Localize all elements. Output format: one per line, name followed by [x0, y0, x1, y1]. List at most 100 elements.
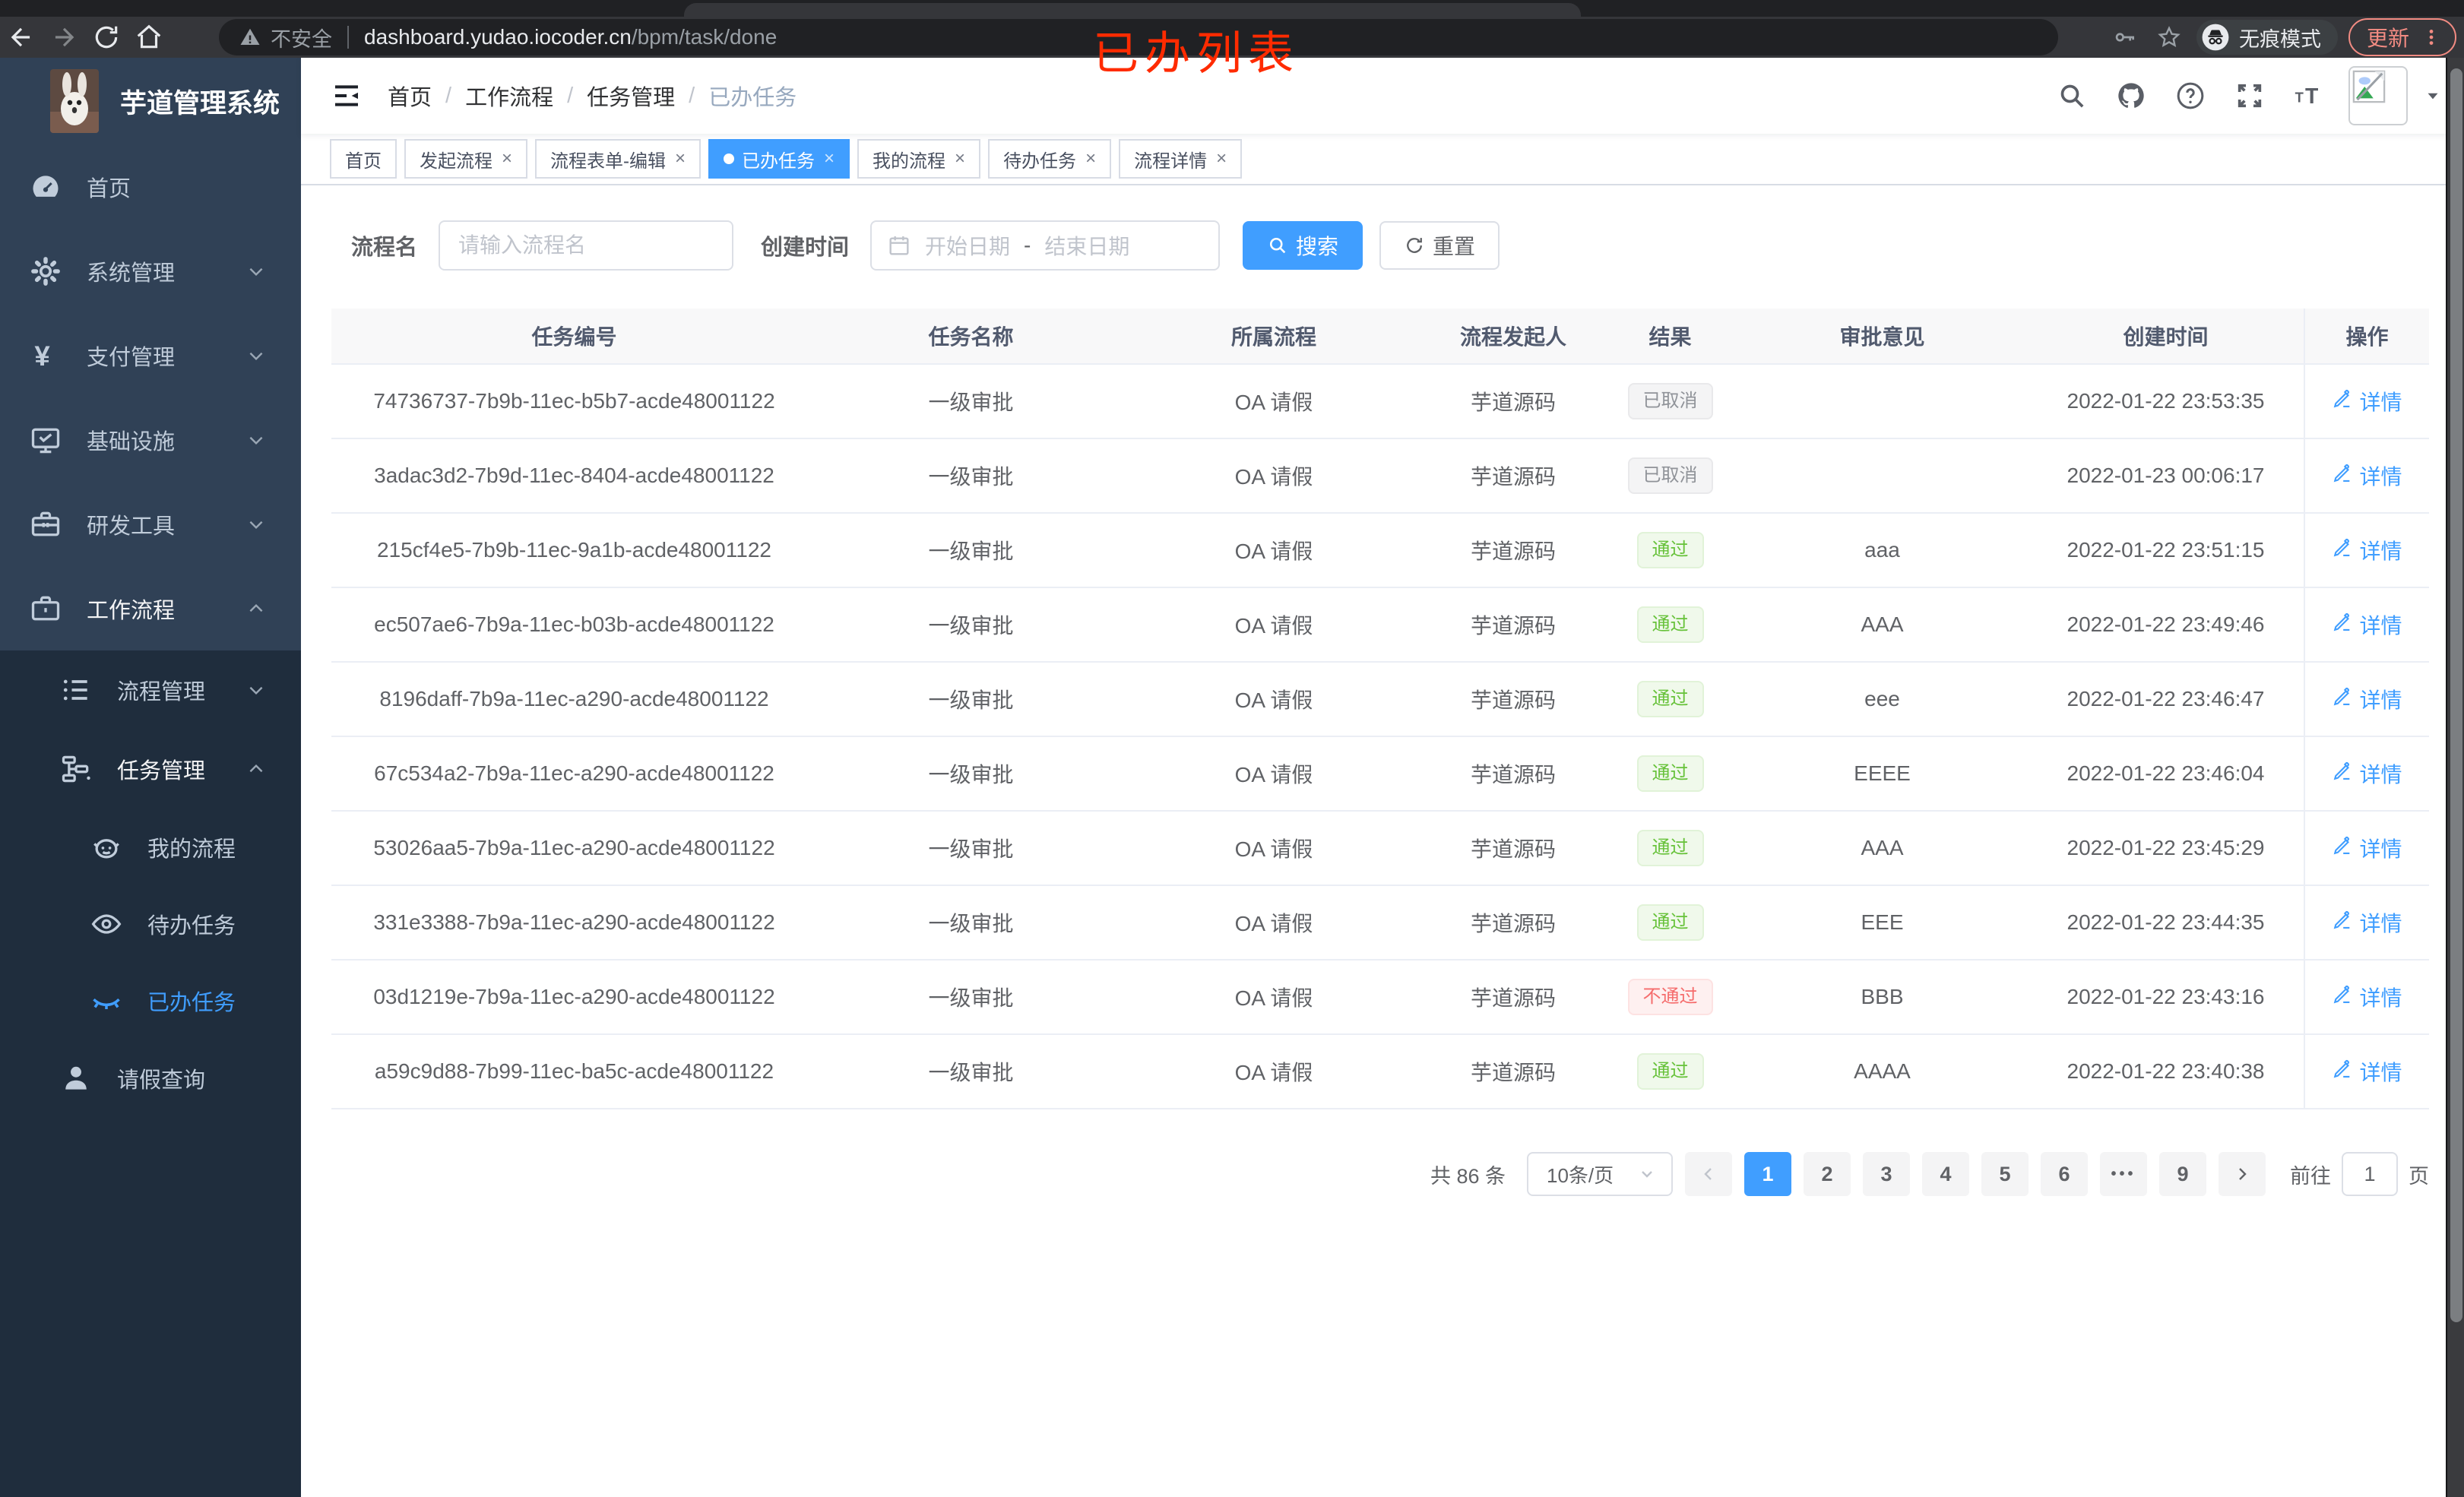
- reload-button[interactable]: [85, 16, 128, 59]
- search-icon: [2060, 84, 2084, 108]
- process-cell: OA 请假: [1125, 587, 1423, 663]
- avatar[interactable]: [2348, 66, 2408, 125]
- detail-button[interactable]: 详情: [2332, 758, 2402, 789]
- sidebar-item-label: 请假查询: [117, 1068, 206, 1093]
- hamburger-icon: [335, 85, 358, 106]
- result-cell: 通过: [1604, 811, 1737, 886]
- close-icon[interactable]: ×: [1216, 148, 1227, 169]
- table-row: 215cf4e5-7b9b-11ec-9a1b-acde48001122 一级审批…: [331, 513, 2429, 588]
- caret-down-icon[interactable]: [2423, 86, 2443, 106]
- tab-已办任务[interactable]: 已办任务 ×: [708, 139, 850, 179]
- page-scrollbar[interactable]: [2446, 58, 2464, 1497]
- process-name-input[interactable]: [458, 233, 714, 258]
- sidebar-item-基础设施[interactable]: 基础设施: [0, 397, 301, 482]
- sidebar-item-请假查询[interactable]: 请假查询: [0, 1039, 301, 1118]
- breadcrumb-item-首页[interactable]: 首页: [388, 86, 432, 110]
- back-button[interactable]: [0, 16, 43, 59]
- incognito-badge[interactable]: 无痕模式: [2196, 20, 2338, 55]
- process-cell: OA 请假: [1125, 960, 1423, 1035]
- scrollbar-thumb[interactable]: [2450, 68, 2462, 1322]
- sidebar-item-待办任务[interactable]: 待办任务: [0, 885, 301, 962]
- search-submit-button[interactable]: 搜索: [1243, 221, 1363, 270]
- actions-cell: 详情: [2304, 364, 2429, 439]
- result-cell: 通过: [1604, 1034, 1737, 1109]
- tab-待办任务[interactable]: 待办任务 ×: [988, 139, 1112, 179]
- sidebar-item-已办任务[interactable]: 已办任务: [0, 962, 301, 1039]
- search-button[interactable]: [2052, 76, 2092, 116]
- actions-cell: 详情: [2304, 1034, 2429, 1109]
- detail-label: 详情: [2359, 1061, 2402, 1084]
- detail-button[interactable]: 详情: [2332, 982, 2402, 1012]
- date-range-picker[interactable]: 开始日期 - 结束日期: [870, 220, 1221, 271]
- task-name-cell: 一级审批: [817, 438, 1125, 514]
- page-button-2[interactable]: 2: [1804, 1152, 1851, 1196]
- close-icon[interactable]: ×: [502, 148, 513, 169]
- result-badge: 通过: [1636, 532, 1704, 568]
- goto-page-input[interactable]: [2342, 1152, 2398, 1196]
- detail-button[interactable]: 详情: [2332, 907, 2402, 938]
- detail-button[interactable]: 详情: [2332, 684, 2402, 714]
- sidebar-item-支付管理[interactable]: ¥ 支付管理: [0, 313, 301, 397]
- more-pages-button[interactable]: •••: [2100, 1152, 2147, 1196]
- tab-我的流程[interactable]: 我的流程 ×: [857, 139, 981, 179]
- next-page-button[interactable]: [2219, 1152, 2266, 1196]
- page-button-3[interactable]: 3: [1863, 1152, 1910, 1196]
- github-button[interactable]: [2111, 76, 2151, 116]
- fullscreen-button[interactable]: [2230, 76, 2269, 116]
- detail-button[interactable]: 详情: [2332, 833, 2402, 863]
- sidebar-logo[interactable]: 芋道管理系统: [0, 58, 301, 144]
- address-bar[interactable]: 不安全 dashboard.yudao.iocoder.cn/bpm/task/…: [219, 19, 2058, 55]
- dashboard-icon: [29, 170, 62, 204]
- sidebar-item-研发工具[interactable]: 研发工具: [0, 482, 301, 566]
- key-icon[interactable]: [2108, 21, 2142, 54]
- page-button-6[interactable]: 6: [2041, 1152, 2088, 1196]
- forward-button[interactable]: [43, 16, 85, 59]
- sidebar-item-首页[interactable]: 首页: [0, 144, 301, 229]
- chevron-down-icon: [1642, 1171, 1652, 1178]
- created-time-cell: 2022-01-22 23:40:38: [2028, 1034, 2304, 1109]
- collapse-sidebar-button[interactable]: [324, 73, 369, 119]
- tab-流程详情[interactable]: 流程详情 ×: [1119, 139, 1243, 179]
- page-button-9[interactable]: 9: [2159, 1152, 2206, 1196]
- update-button[interactable]: 更新: [2348, 18, 2456, 56]
- page-button-1[interactable]: 1: [1744, 1152, 1791, 1196]
- detail-button[interactable]: 详情: [2332, 535, 2402, 565]
- sidebar-item-系统管理[interactable]: 系统管理: [0, 229, 301, 313]
- help-button[interactable]: [2171, 76, 2210, 116]
- sidebar-item-工作流程[interactable]: 工作流程: [0, 566, 301, 650]
- detail-button[interactable]: 详情: [2332, 1056, 2402, 1087]
- arrow-left-icon: [11, 27, 30, 47]
- detail-button[interactable]: 详情: [2332, 460, 2402, 491]
- close-icon[interactable]: ×: [1085, 148, 1097, 169]
- detail-button[interactable]: 详情: [2332, 386, 2402, 416]
- close-icon[interactable]: ×: [824, 148, 835, 169]
- detail-button[interactable]: 详情: [2332, 609, 2402, 640]
- created-time-cell: 2022-01-22 23:45:29: [2028, 811, 2304, 886]
- font-size-icon: T T: [2295, 84, 2319, 109]
- sidebar-item-我的流程[interactable]: 我的流程: [0, 809, 301, 885]
- prev-page-button[interactable]: [1685, 1152, 1732, 1196]
- tab-label: 我的流程: [873, 150, 946, 172]
- page-size-select[interactable]: 10条/页: [1527, 1152, 1673, 1196]
- close-icon[interactable]: ×: [955, 148, 966, 169]
- breadcrumb-item-任务管理[interactable]: 任务管理: [587, 86, 676, 110]
- font-size-button[interactable]: T T: [2289, 76, 2329, 116]
- tab-发起流程[interactable]: 发起流程 ×: [404, 139, 528, 179]
- tab-流程表单-编辑[interactable]: 流程表单-编辑 ×: [535, 139, 702, 179]
- reset-button[interactable]: 重置: [1379, 221, 1500, 270]
- breadcrumb-item-工作流程[interactable]: 工作流程: [465, 86, 554, 110]
- bookmark-star-icon[interactable]: [2152, 21, 2186, 54]
- close-icon[interactable]: ×: [675, 148, 686, 169]
- starter-cell: 芋道源码: [1423, 513, 1604, 588]
- starter-cell: 芋道源码: [1423, 438, 1604, 514]
- home-button[interactable]: [128, 16, 170, 59]
- tab-首页[interactable]: 首页: [330, 139, 397, 179]
- page-unit-label: 页: [2409, 1164, 2429, 1188]
- page-button-5[interactable]: 5: [1981, 1152, 2029, 1196]
- sidebar-item-流程管理[interactable]: 流程管理: [0, 650, 301, 730]
- sidebar-item-任务管理[interactable]: 任务管理: [0, 730, 301, 809]
- result-cell: 通过: [1604, 885, 1737, 961]
- tree-icon: [59, 752, 93, 786]
- page-button-4[interactable]: 4: [1922, 1152, 1969, 1196]
- process-name-field[interactable]: [439, 220, 734, 271]
